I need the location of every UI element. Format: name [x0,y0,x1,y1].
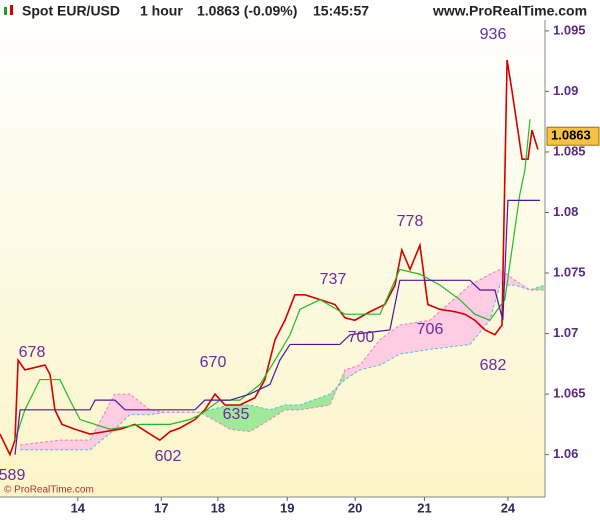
annotation: 737 [320,271,347,288]
y-tick-label: 1.06 [553,446,578,461]
cloud-segment [200,404,231,430]
cloud-segment [399,320,430,355]
y-tick-label: 1.065 [553,386,586,401]
symbol: Spot EUR/USD [22,3,120,19]
x-tick-label: 17 [154,500,168,515]
cloud-segment [20,440,60,450]
y-tick-label: 1.08 [553,204,578,219]
cloud-segment [429,285,471,350]
x-tick-label: 18 [211,500,225,515]
y-tick-label: 1.07 [553,325,578,340]
annotation: 778 [397,213,424,230]
annotation: 706 [417,321,444,338]
plot-area [0,20,545,497]
y-tick-label: 1.09 [553,83,578,98]
cloud-segment [59,440,90,450]
cloud-segment [380,325,400,366]
time: 15:45:57 [313,3,369,19]
cloud-segment [359,339,381,370]
annotation: 635 [223,406,250,423]
y-tick-label: 1.075 [553,264,586,279]
annotation: 936 [480,26,507,43]
x-tick-label: 20 [348,500,362,515]
y-tick-label: 1.085 [553,143,586,158]
last-price-box [546,126,600,146]
annotation: 589 [0,467,25,484]
period: 1 hour [140,3,183,19]
cloud-segment [89,394,115,450]
cloud-segment [249,404,270,432]
annotation: 670 [200,354,227,371]
cloud-segment [114,394,130,430]
annotation: 682 [480,357,507,374]
x-tick-label: 14 [71,500,86,515]
footer: © ProRealTime.com [4,485,94,496]
cloud-segment [284,404,300,410]
cloud-segment [149,409,165,415]
annotation: 700 [348,329,375,346]
cloud-segment [269,404,285,420]
annotation: 602 [155,448,182,465]
y-tick-label: 1.095 [553,22,586,37]
last-price-label: 1.0863 [551,128,591,143]
quote: 1.0863 (-0.09%) [197,3,297,19]
x-tick-label: 21 [417,500,431,515]
series-line [14,119,531,441]
logo-icon [4,5,13,15]
series-line [14,199,540,455]
series-line [0,59,539,457]
x-tick-label: 19 [280,500,294,515]
cloud-segment [344,365,360,380]
cloud-segment [489,269,501,321]
cloud-span-b [20,268,545,446]
cloud-segment [230,404,250,432]
x-tick-label: 24 [501,500,516,515]
annotation: 678 [19,344,46,361]
cloud-segment [470,274,490,345]
site: www.ProRealTime.com [432,3,587,19]
